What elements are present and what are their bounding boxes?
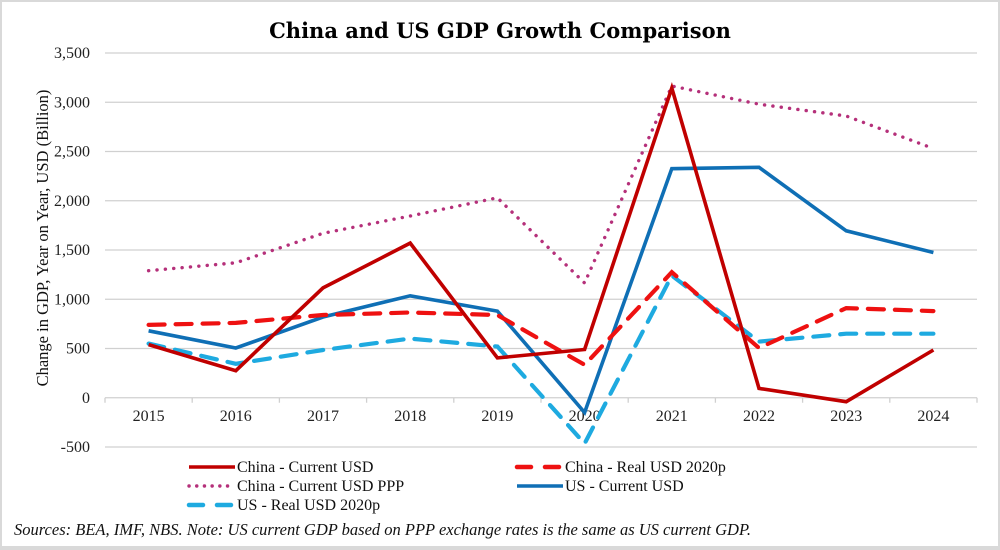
y-axis-label: Change in GDP, Year on Year, USD (Billio… bbox=[33, 90, 52, 387]
source-note: Sources: BEA, IMF, NBS. Note: US current… bbox=[14, 520, 751, 539]
x-tick-label: 2022 bbox=[743, 408, 775, 425]
legend-item: China - Current USD bbox=[189, 459, 373, 476]
series-lines bbox=[146, 81, 936, 448]
legend-item: China - Current USD PPP bbox=[187, 478, 404, 495]
y-tick-label: -500 bbox=[61, 439, 90, 456]
series-china-current-usd bbox=[148, 81, 935, 404]
y-tick-label: 1,500 bbox=[54, 242, 90, 259]
series-china-current-usd-ppp bbox=[146, 84, 936, 286]
legend: China - Current USD China - Real USD 2020… bbox=[186, 459, 726, 514]
series-line-china-real-usd-2020p bbox=[146, 269, 936, 368]
y-tick-label: 500 bbox=[66, 341, 90, 358]
series-china-real-usd-2020p bbox=[146, 269, 936, 368]
gridlines bbox=[105, 52, 977, 448]
legend-label: US - Current USD bbox=[565, 478, 684, 495]
series-line-us-current-usd bbox=[148, 165, 934, 417]
legend-item: US - Current USD bbox=[517, 478, 684, 495]
y-tick-label: 2,000 bbox=[54, 193, 90, 210]
legend-label: China - Real USD 2020p bbox=[565, 459, 726, 476]
chart-title: China and US GDP Growth Comparison bbox=[269, 18, 731, 43]
x-tick-label: 2015 bbox=[133, 408, 165, 425]
y-tick-label: 3,000 bbox=[54, 94, 90, 111]
series-line-china-current-usd bbox=[148, 81, 935, 404]
x-tick-label: 2018 bbox=[394, 408, 426, 425]
series-line-us-real-usd-2020p bbox=[146, 272, 936, 448]
x-tick-label: 2023 bbox=[830, 408, 862, 425]
x-tick-label: 2020 bbox=[569, 408, 601, 425]
legend-item: China - Real USD 2020p bbox=[514, 459, 726, 476]
legend-label: China - Current USD PPP bbox=[237, 478, 404, 495]
x-tick-label: 2017 bbox=[307, 408, 339, 425]
x-tick-label: 2019 bbox=[481, 408, 513, 425]
y-tick-label: 3,500 bbox=[54, 45, 90, 62]
series-us-real-usd-2020p bbox=[146, 272, 936, 448]
y-axis-ticks: -500 0 500 1,000 1,500 2,000 2,500 3,000 3,500 bbox=[54, 45, 90, 456]
x-tick-label: 2021 bbox=[656, 408, 688, 425]
y-tick-label: 0 bbox=[82, 390, 90, 407]
legend-label: US - Real USD 2020p bbox=[237, 497, 380, 514]
y-tick-label: 2,500 bbox=[54, 144, 90, 161]
y-tick-label: 1,000 bbox=[54, 291, 90, 308]
x-tick-label: 2024 bbox=[917, 408, 949, 425]
legend-label: China - Current USD bbox=[237, 459, 373, 476]
legend-item: US - Real USD 2020p bbox=[186, 497, 380, 514]
x-tick-label: 2016 bbox=[220, 408, 252, 425]
series-us-current-usd bbox=[148, 165, 934, 417]
series-line-china-current-usd-ppp bbox=[146, 84, 936, 286]
